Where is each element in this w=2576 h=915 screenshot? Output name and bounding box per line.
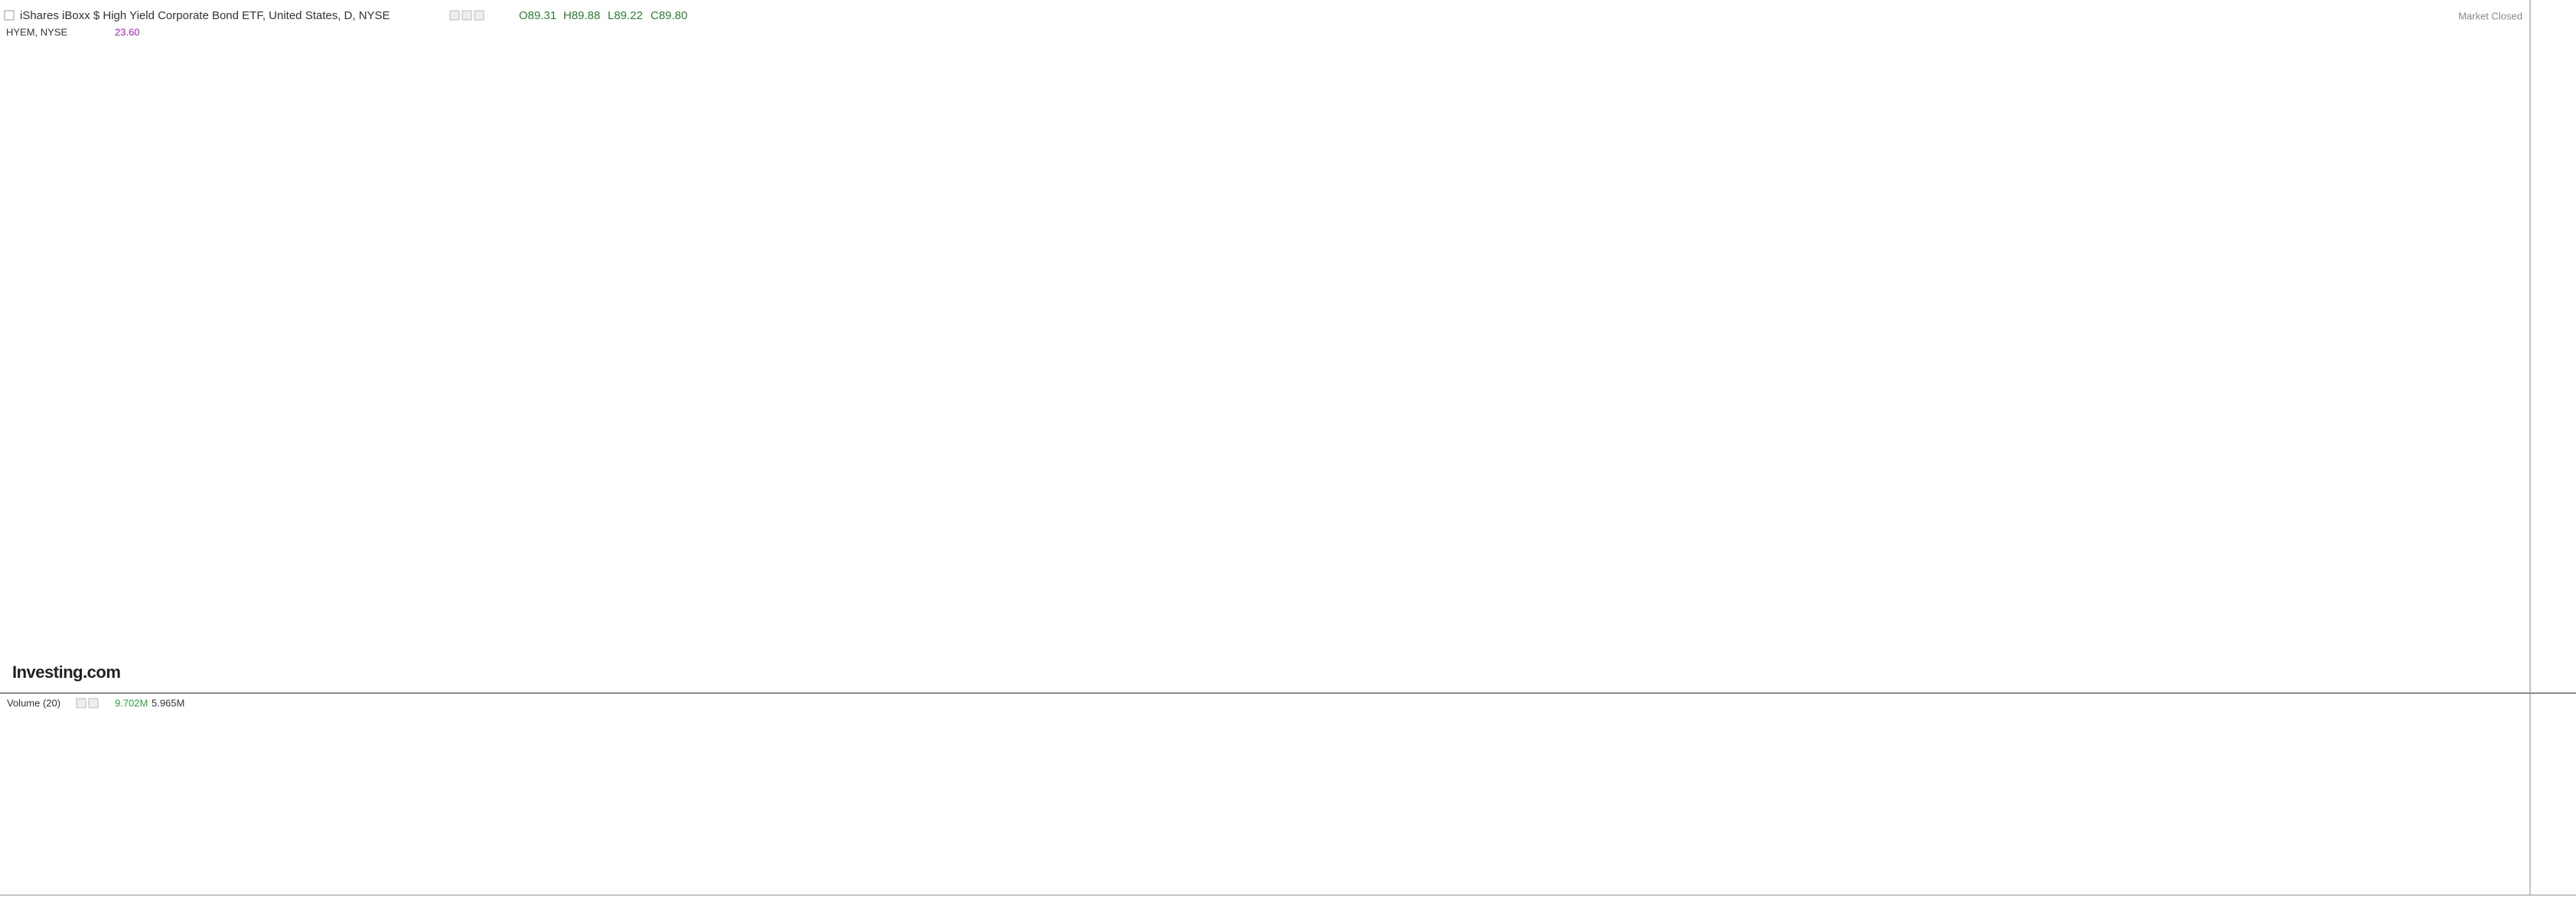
volume-value: 9.702M [115, 697, 148, 708]
compare-value: 23.60 [115, 26, 140, 37]
ohlc-close: C89.80 [651, 9, 687, 22]
volume-settings-icon[interactable] [76, 698, 86, 708]
volume-hide-icon[interactable] [88, 698, 99, 708]
ohlc-low: L89.22 [608, 9, 643, 22]
collapse-icon[interactable] [4, 10, 15, 21]
volume-ma-value: 5.965M [152, 697, 184, 708]
market-status: Market Closed [2458, 10, 2522, 21]
volume-title: Volume (20) [7, 697, 60, 708]
symbol-title: iShares iBoxx $ High Yield Corporate Bon… [20, 9, 390, 22]
ohlc-open: O89.31 [519, 9, 556, 22]
hide-icon[interactable] [461, 10, 472, 21]
logo: Investing.com [12, 663, 120, 682]
ohlc-high: H89.88 [563, 9, 600, 22]
close-icon[interactable] [474, 10, 484, 21]
compare-symbol: HYEM, NYSE [6, 26, 68, 37]
settings-icon[interactable] [449, 10, 460, 21]
